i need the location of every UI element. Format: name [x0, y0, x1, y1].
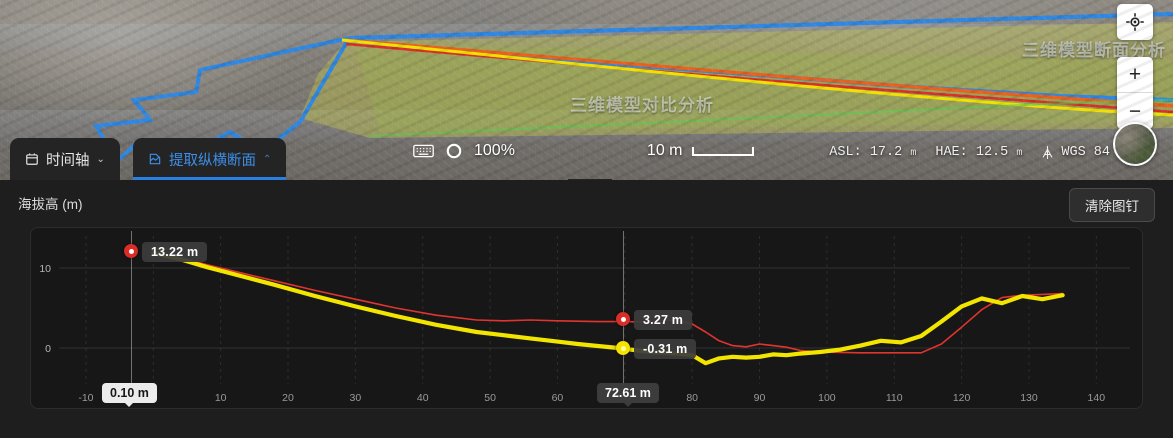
x-tick-label: 120 [953, 392, 971, 404]
series-line-1 [152, 251, 1064, 354]
calendar-icon [26, 153, 38, 165]
y-tick-label: 0 [45, 343, 51, 355]
tab-timeline-label: 时间轴 [46, 152, 90, 169]
series-line-2 [151, 250, 1065, 366]
x-tick-label: 90 [754, 392, 766, 404]
zoom-out-button[interactable]: − [1117, 93, 1153, 129]
profile-line-stage1-map [343, 38, 1173, 108]
x-tick-label: 20 [282, 392, 294, 404]
scale-bar: 10 m [647, 142, 754, 160]
asl-label: ASL: [829, 145, 862, 160]
x-tick-label: 50 [484, 392, 496, 404]
pin-marker-stage1[interactable] [616, 312, 630, 326]
opacity-circle-icon[interactable] [445, 142, 463, 160]
pin-tooltip-stage2: -0.31 m [634, 339, 697, 359]
profile-line-stage1b-map [345, 42, 1173, 114]
x-tick-label: 110 [886, 392, 903, 404]
x-tick-label: 60 [552, 392, 564, 404]
pin-start[interactable] [124, 244, 138, 258]
x-tick-label: 80 [686, 392, 698, 404]
tab-profile-label: 提取纵横断面 [169, 152, 256, 169]
scale-value: 10 m [646, 142, 683, 159]
profile-panel: 海拔高 (m) 清除图钉 -10010203040506070809010011… [0, 180, 1173, 438]
crosshair-icon [1126, 13, 1144, 31]
hae-unit: m [1016, 148, 1023, 159]
bottom-toolbar: 时间轴 ⌄ 提取纵横断面 ⌃ 100% 10 m [0, 138, 1173, 196]
pin-guide-line-start [131, 231, 132, 386]
asl-readout: ASL: 17.2 m [829, 145, 916, 160]
satellite-icon [1042, 146, 1053, 159]
chart-svg: -100102030405060708090100110120130140010 [39, 236, 1130, 404]
pin-guide-line-mid [623, 231, 624, 386]
terrain-surface-2 [355, 44, 1173, 132]
x-tick-label: 40 [417, 392, 429, 404]
x-tooltip-mid: 72.61 m [597, 383, 659, 407]
clear-pins-button[interactable]: 清除图钉 [1069, 188, 1155, 222]
scale-bar-line [691, 146, 754, 156]
pin-tooltip-start: 13.22 m [142, 242, 208, 262]
map-strip-1 [0, 24, 1173, 50]
x-tick-label: 140 [1088, 392, 1106, 404]
asl-value: 17.2 [869, 145, 903, 160]
opacity-value: 100% [474, 142, 515, 159]
chart-plot-area[interactable]: -100102030405060708090100110120130140010 [30, 227, 1143, 409]
tab-profile[interactable]: 提取纵横断面 ⌃ [133, 138, 287, 180]
tab-timeline[interactable]: 时间轴 ⌄ [10, 138, 120, 180]
y-axis-title: 海拔高 (m) [18, 197, 83, 212]
x-tick-label: 130 [1020, 392, 1038, 404]
boundary-polyline-left [87, 12, 1173, 154]
zoom-controls[interactable]: + − [1117, 57, 1153, 129]
y-tick-label: 10 [39, 263, 51, 275]
chevron-down-icon: ⌄ [96, 153, 105, 165]
pin-tooltip-stage1: 3.27 m [634, 310, 693, 330]
x-tick-label: -10 [78, 392, 93, 404]
map-watermark-right: 三维模型断面分析 [1022, 41, 1166, 60]
x-tick-label: 100 [818, 392, 836, 404]
pin-marker-stage2[interactable] [616, 341, 630, 355]
panel-header: 海拔高 (m) 清除图钉 [0, 180, 1173, 226]
hae-value: 12.5 [975, 145, 1009, 160]
datum-label: WGS 84 [1061, 145, 1110, 160]
x-tooltip-start: 0.10 m [102, 383, 157, 407]
map-watermark-center: 三维模型对比分析 [570, 96, 714, 115]
keyboard-icon[interactable] [413, 143, 434, 159]
terrain-surface [300, 22, 1173, 138]
hae-readout: HAE: 12.5 m [935, 145, 1022, 160]
zoom-in-button[interactable]: + [1117, 57, 1153, 93]
profile-line-stage2-map [341, 38, 1173, 117]
boundary-polyline-right [347, 38, 1173, 102]
toolbar-center-group: 100% 10 m [413, 142, 754, 160]
terrain-edge-green [369, 98, 1173, 138]
hae-label: HAE: [935, 145, 968, 160]
x-tick-label: 10 [215, 392, 227, 404]
datum-readout: WGS 84 [1041, 145, 1110, 160]
pin-marker-start[interactable] [124, 244, 138, 258]
profile-section-icon [149, 153, 161, 165]
toolbar-status-group: ASL: 17.2 m HAE: 12.5 m WGS 84 [829, 145, 1110, 160]
asl-unit: m [910, 148, 917, 159]
locate-icon-button[interactable] [1117, 4, 1153, 40]
pin-mid-stage2[interactable] [616, 341, 630, 355]
x-tick-label: 30 [350, 392, 362, 404]
pin-mid-stage1[interactable] [616, 312, 630, 326]
boundary-top [349, 12, 1173, 40]
chevron-up-icon: ⌃ [263, 153, 272, 165]
